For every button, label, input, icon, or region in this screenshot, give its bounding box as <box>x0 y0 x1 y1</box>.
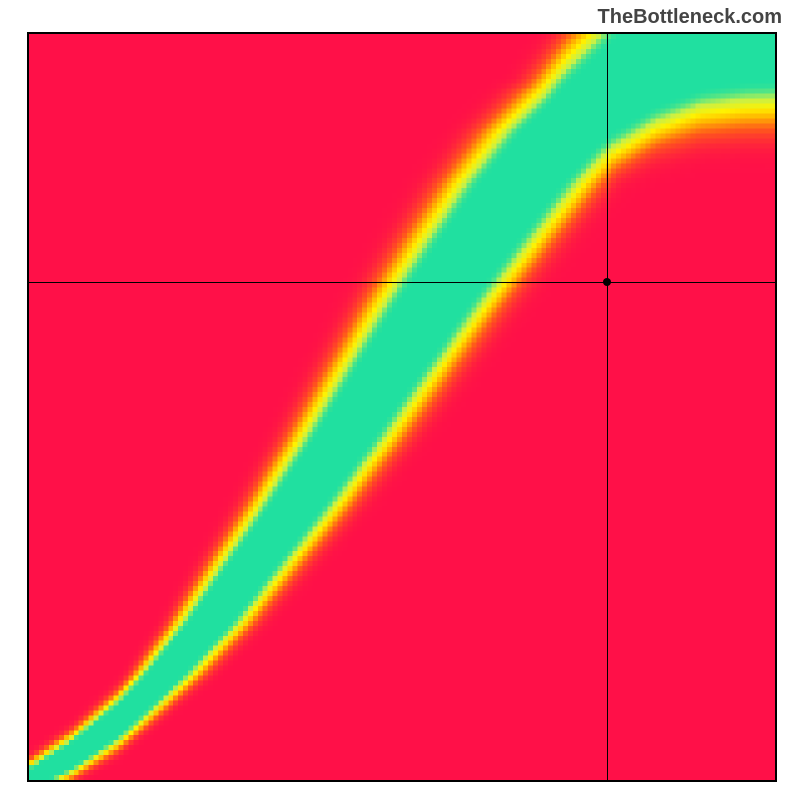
heatmap-canvas <box>29 34 775 780</box>
crosshair-vertical <box>607 34 608 780</box>
plot-area <box>27 32 777 782</box>
crosshair-horizontal <box>29 282 775 283</box>
chart-container: TheBottleneck.com <box>0 0 800 800</box>
watermark-text: TheBottleneck.com <box>598 6 782 29</box>
crosshair-marker <box>603 278 611 286</box>
